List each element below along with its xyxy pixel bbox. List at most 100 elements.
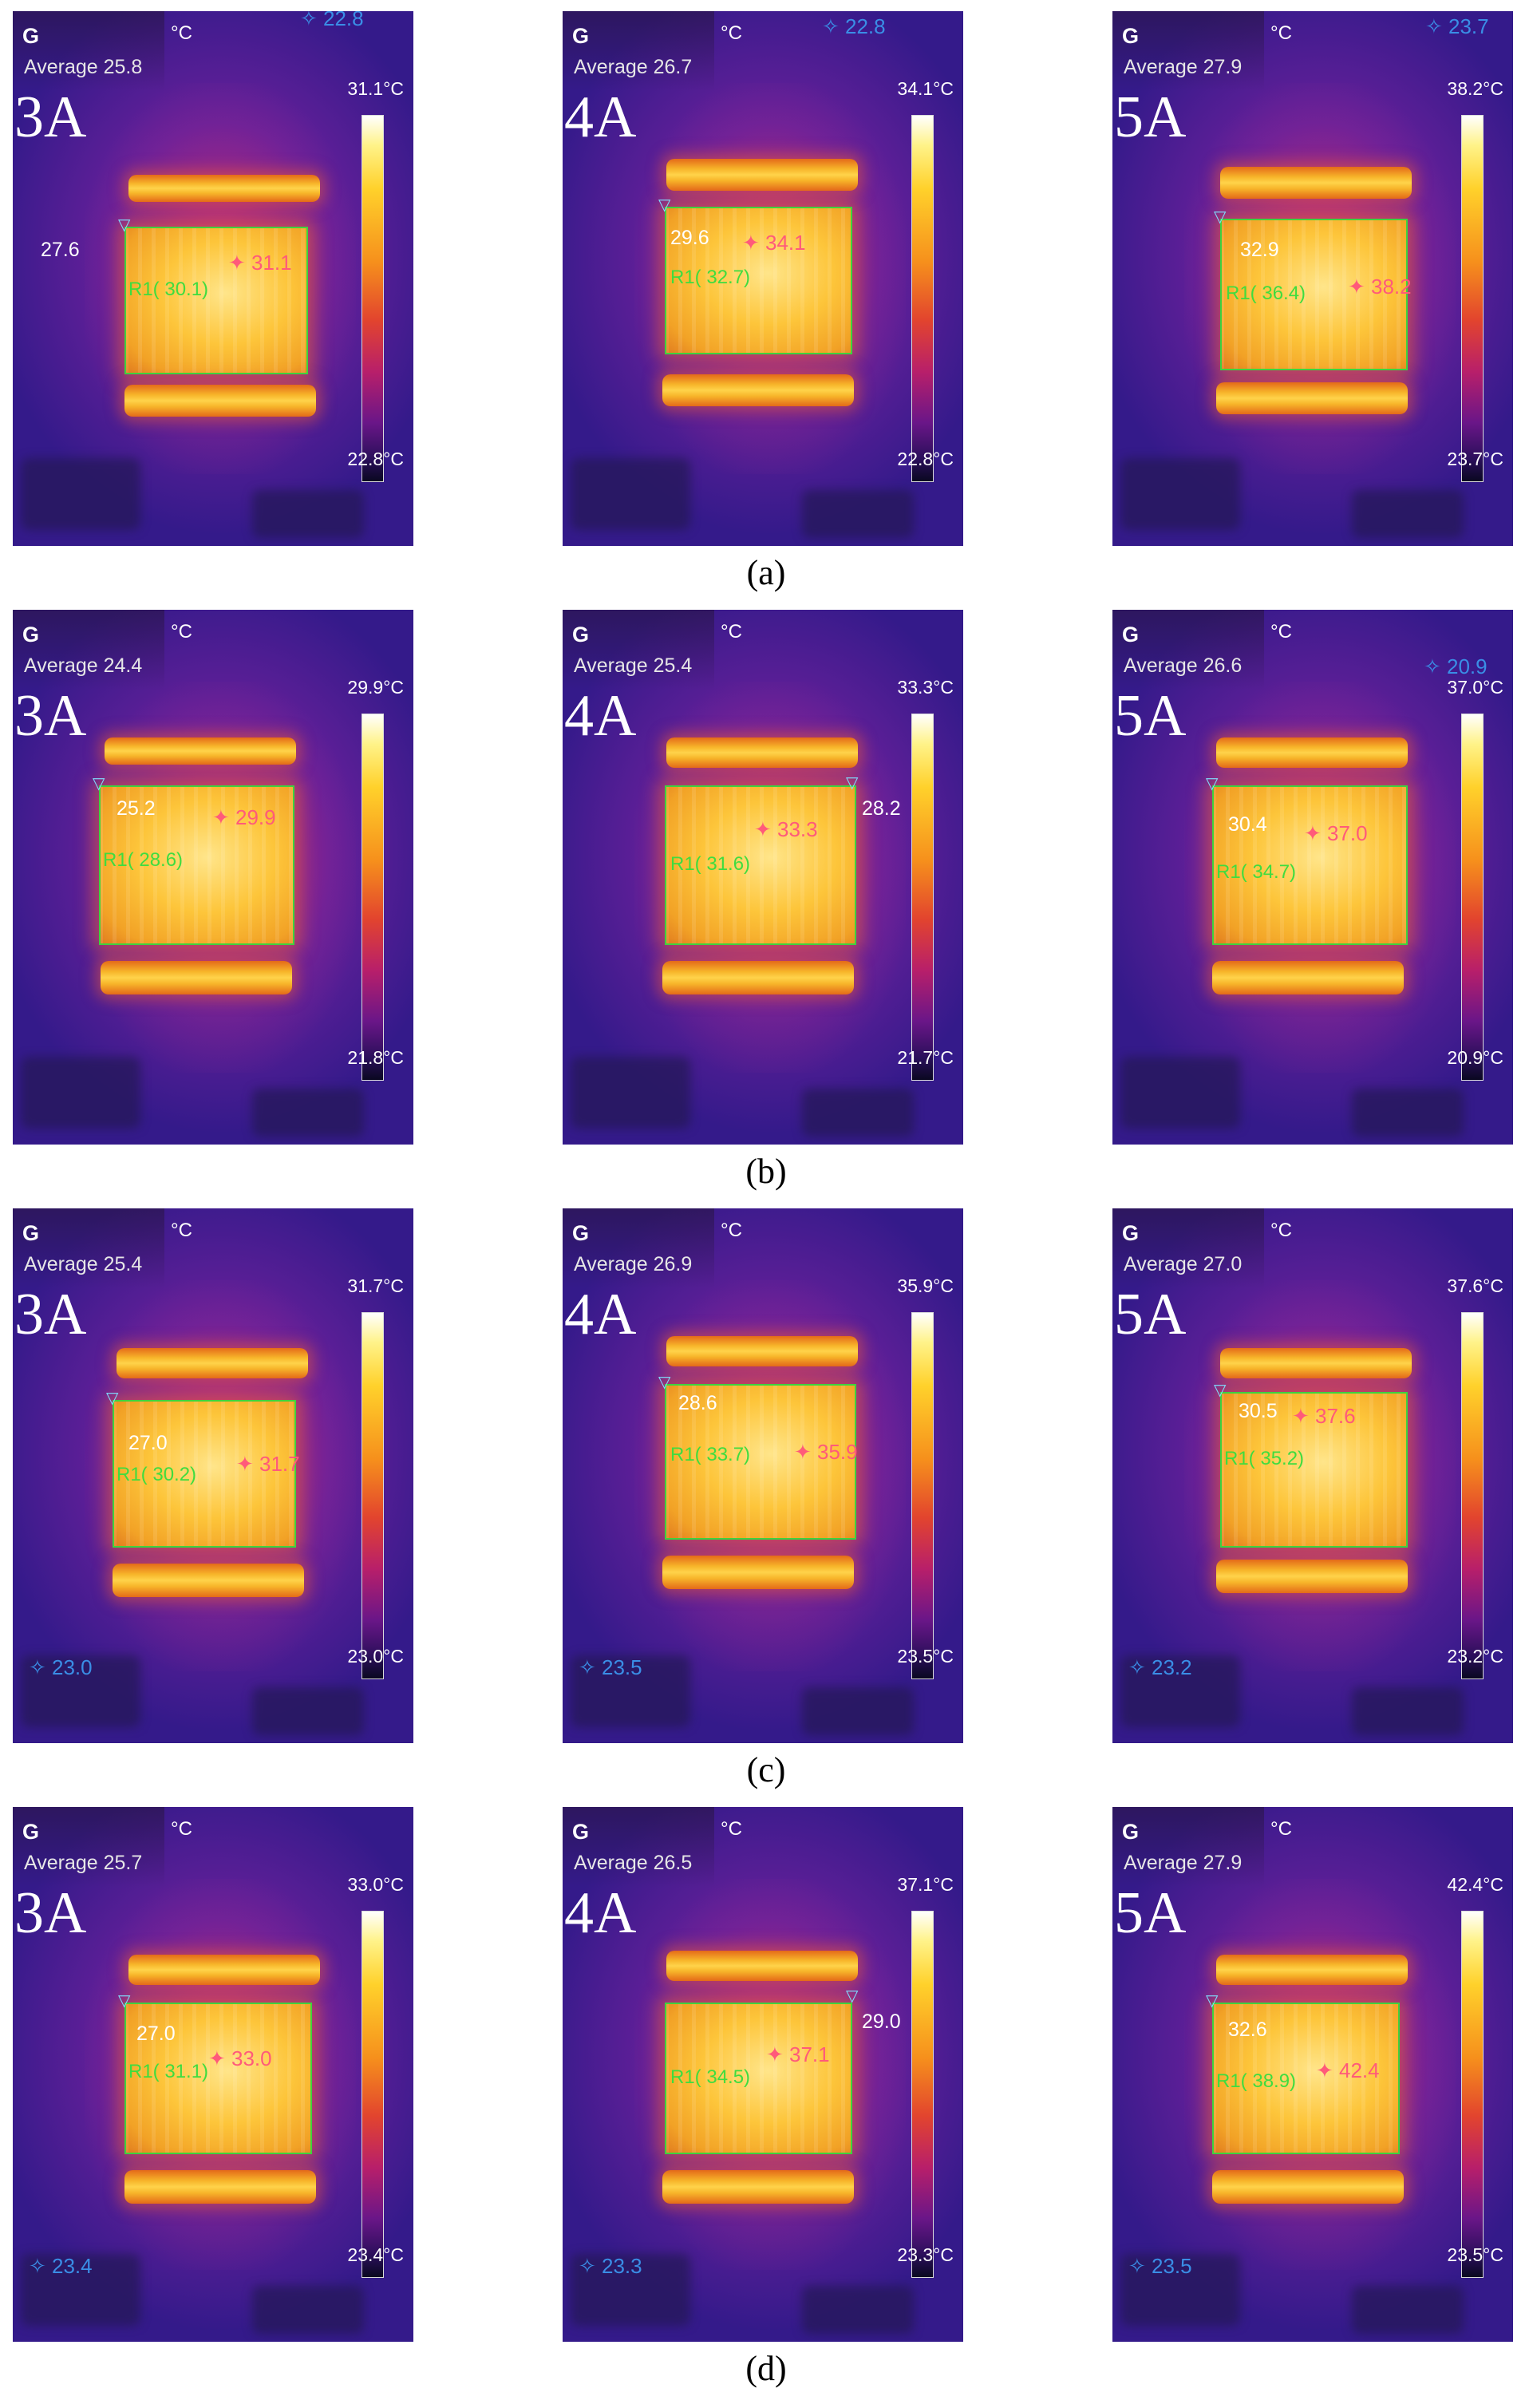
background-object [802,2286,914,2334]
min-point-marker-icon: ▽ [658,196,671,214]
roi-label: R1( 30.1) [128,279,209,300]
bottom-heat-bar [1216,382,1408,414]
row-caption: (c) [746,1750,786,1789]
cold-point-readout: ✧ 23.4 [29,2254,93,2279]
mode-label: G [22,1221,40,1245]
roi-rectangle-r1 [1220,219,1408,370]
max-point-readout: ✦ 42.4 [1316,2058,1380,2083]
scale-max-label: 38.2°C [1447,78,1503,99]
min-point-marker-icon: ▽ [1206,1992,1219,2010]
cold-point-value: 20.9 [1447,654,1488,678]
current-label: 5A [1114,85,1187,150]
hud-background [1112,610,1264,690]
min-point-value: 30.4 [1228,813,1267,836]
average-temperature: Average 25.7 [24,1852,143,1874]
min-point-marker-icon: ▽ [1214,1382,1227,1399]
bottom-heat-bar [1212,961,1404,994]
current-label: 3A [14,1880,87,1946]
color-scale-bar [362,1911,384,2278]
hud-background [563,1807,714,1887]
max-point-value: 33.0 [231,2046,272,2070]
cold-point-readout: ✧ 23.0 [29,1655,93,1680]
background-object [21,1655,140,1727]
min-point-value: 28.2 [862,797,901,820]
max-point-readout: ✦ 29.9 [212,805,276,830]
bottom-heat-bar [662,1556,854,1589]
bottom-heat-bar [662,2170,854,2204]
scale-max-label: 29.9°C [347,677,404,698]
unit-label: °C [721,1818,742,1840]
thermal-panel: G °C Average 26.9 4A 35.9°C 23.5°C ▽ 28.6 ✦ 35.9… [563,1208,963,1743]
crosshair-icon: ✧ [579,1655,603,1679]
min-point-marker-icon: ▽ [93,775,105,793]
max-point-readout: ✦ 37.1 [766,2042,830,2067]
cold-point-readout: ✧ 23.2 [1128,1655,1192,1680]
average-temperature: Average 26.5 [574,1852,693,1874]
roi-rectangle-r1 [113,1400,296,1548]
background-object [571,2254,690,2326]
cold-point-readout: ✧ 20.9 [1424,654,1488,679]
mode-label: G [1122,1221,1140,1245]
max-point-marker-icon: ✦ [1292,1404,1316,1428]
background-object [252,1687,364,1735]
color-scale-bar [362,115,384,482]
unit-label: °C [1270,1818,1292,1840]
scale-max-label: 37.1°C [897,1874,954,1895]
cold-point-value: 23.4 [52,2254,93,2278]
max-point-value: 31.1 [251,251,292,275]
unit-label: °C [171,1220,192,1241]
min-point-marker-icon: ▽ [118,1992,131,2010]
average-temperature: Average 25.4 [24,1253,143,1275]
background-object [21,1057,140,1129]
roi-rectangle-r1 [1212,2003,1400,2154]
min-point-value: 29.0 [862,2011,901,2033]
heated-sample [1212,785,1408,945]
mode-label: G [572,1820,590,1844]
color-scale-bar [911,1312,934,1679]
hud-background [563,11,714,91]
roi-rectangle-r1 [124,227,308,374]
max-point-readout: ✦ 38.2 [1348,275,1412,299]
row-caption: (b) [745,1152,787,1191]
top-heat-bar [117,1348,308,1378]
roi-label: R1( 31.6) [670,853,751,875]
heated-sample [665,207,852,354]
roi-label: R1( 34.7) [1216,861,1297,883]
scale-min-label: 23.5°C [1447,2244,1503,2265]
current-label: 4A [564,1880,637,1946]
average-temperature: Average 25.8 [24,56,143,78]
heated-sample [1212,2003,1400,2154]
scale-min-label: 20.9°C [1447,1047,1503,1068]
scale-max-label: 34.1°C [897,78,954,99]
heated-sample [1220,219,1408,370]
current-label: 5A [1114,683,1187,749]
mode-label: G [1122,24,1140,48]
scale-min-label: 23.0°C [347,1646,404,1667]
max-point-readout: ✦ 31.7 [236,1452,300,1477]
cold-point-value: 23.5 [1152,2254,1192,2278]
max-point-value: 33.3 [777,817,818,841]
max-point-readout: ✦ 33.3 [754,817,818,842]
roi-label: R1( 33.7) [670,1444,751,1465]
mode-label: G [22,623,40,646]
cold-point-value: 22.8 [845,14,886,38]
cold-point-value: 23.5 [602,1655,642,1679]
max-point-readout: ✦ 33.0 [208,2046,272,2071]
min-point-value: 27.0 [136,2022,176,2045]
min-point-marker-icon: ▽ [846,1987,859,2005]
cold-point-readout: ✧ 22.8 [822,14,886,39]
roi-label: R1( 35.2) [1224,1448,1305,1469]
max-point-marker-icon: ✦ [1304,821,1328,845]
top-heat-bar [1220,167,1412,199]
average-temperature: Average 27.0 [1124,1253,1243,1275]
max-point-marker-icon: ✦ [742,231,766,255]
heated-sample [665,2003,852,2154]
bottom-heat-bar [662,374,854,406]
max-point-value: 31.7 [259,1452,300,1476]
mode-label: G [572,1221,590,1245]
scale-min-label: 23.7°C [1447,449,1503,469]
scale-min-label: 22.8°C [347,449,404,469]
background-object [252,2286,364,2334]
heated-sample [113,1400,296,1548]
max-point-value: 34.1 [765,231,806,255]
